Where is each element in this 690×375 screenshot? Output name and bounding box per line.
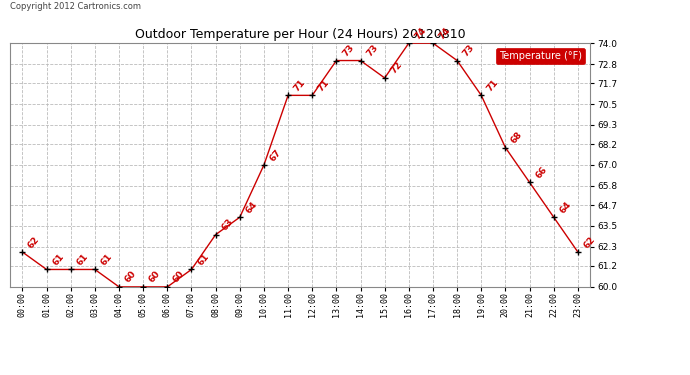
Text: 60: 60 [172, 270, 186, 285]
Text: 61: 61 [99, 252, 114, 267]
Text: 71: 71 [317, 78, 331, 93]
Text: 64: 64 [558, 200, 573, 215]
Text: 62: 62 [582, 234, 597, 250]
Text: 71: 71 [293, 78, 307, 93]
Text: 73: 73 [365, 43, 380, 58]
Legend: Temperature (°F): Temperature (°F) [496, 48, 585, 64]
Text: 74: 74 [413, 26, 428, 41]
Text: 67: 67 [268, 147, 283, 163]
Text: Copyright 2012 Cartronics.com: Copyright 2012 Cartronics.com [10, 2, 141, 11]
Text: 68: 68 [510, 130, 524, 146]
Text: 62: 62 [27, 234, 41, 250]
Text: 64: 64 [244, 200, 259, 215]
Text: 73: 73 [341, 43, 355, 58]
Text: 61: 61 [196, 252, 210, 267]
Text: 66: 66 [534, 165, 549, 180]
Text: 73: 73 [462, 43, 476, 58]
Text: 61: 61 [51, 252, 66, 267]
Text: 63: 63 [220, 217, 235, 232]
Text: 74: 74 [437, 26, 452, 41]
Text: 60: 60 [148, 270, 162, 285]
Text: 72: 72 [389, 60, 404, 76]
Text: 60: 60 [124, 270, 138, 285]
Text: 61: 61 [75, 252, 90, 267]
Text: 71: 71 [486, 78, 500, 93]
Title: Outdoor Temperature per Hour (24 Hours) 20120810: Outdoor Temperature per Hour (24 Hours) … [135, 28, 466, 40]
